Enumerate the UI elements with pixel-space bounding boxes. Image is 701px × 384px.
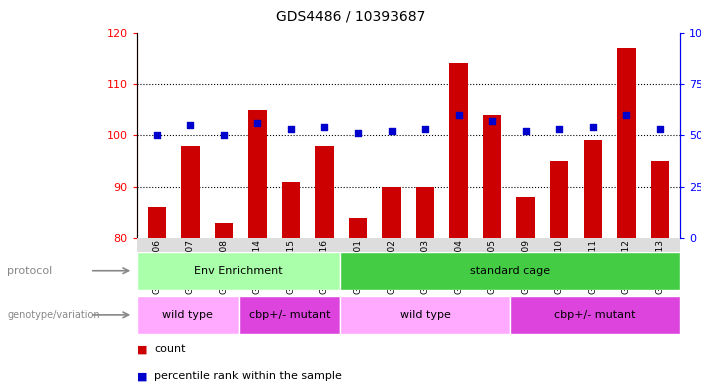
Text: GSM766013: GSM766013 (655, 239, 665, 294)
Point (218, 132, 229, 139)
Bar (583, 141, 602, 238)
Text: GSM766001: GSM766001 (353, 239, 362, 294)
Bar (483, 115, 501, 238)
Text: GSM766003: GSM766003 (421, 239, 430, 294)
Text: GSM766002: GSM766002 (387, 239, 396, 294)
Text: standard cage: standard cage (470, 266, 550, 276)
Point (319, 124, 330, 130)
Text: wild type: wild type (162, 310, 213, 320)
Text: GSM766007: GSM766007 (186, 239, 195, 294)
Bar (382, 187, 401, 238)
Point (620, 112, 632, 118)
Text: GSM766016: GSM766016 (320, 239, 329, 294)
Bar (651, 161, 669, 238)
Text: GSM766004: GSM766004 (454, 239, 463, 294)
Bar (238, 296, 341, 334)
Text: count: count (154, 344, 186, 354)
Text: ■: ■ (137, 371, 151, 381)
Point (285, 126, 297, 132)
Text: cbp+/- mutant: cbp+/- mutant (554, 310, 636, 320)
Bar (282, 182, 300, 238)
Bar (550, 161, 569, 238)
Point (419, 126, 430, 132)
Bar (416, 187, 435, 238)
Point (353, 130, 364, 136)
Text: GSM766015: GSM766015 (287, 239, 295, 294)
Bar (181, 146, 200, 238)
Text: ■: ■ (137, 344, 151, 354)
Bar (617, 48, 636, 238)
Point (587, 124, 599, 130)
Bar (137, 252, 341, 290)
Bar (349, 217, 367, 238)
Bar (248, 110, 266, 238)
Bar (341, 252, 680, 290)
Text: GSM766005: GSM766005 (488, 239, 497, 294)
Bar (341, 296, 510, 334)
Point (520, 128, 531, 134)
Text: genotype/variation: genotype/variation (7, 310, 100, 320)
Point (185, 122, 196, 128)
Text: protocol: protocol (7, 266, 53, 276)
Point (386, 128, 397, 134)
Point (453, 112, 464, 118)
Text: GSM766009: GSM766009 (522, 239, 530, 294)
Text: GDS4486 / 10393687: GDS4486 / 10393687 (275, 10, 426, 23)
Text: wild type: wild type (400, 310, 451, 320)
Bar (148, 207, 166, 238)
Text: GSM766014: GSM766014 (253, 239, 262, 294)
Text: GSM766010: GSM766010 (554, 239, 564, 294)
Point (252, 120, 263, 126)
Bar (315, 146, 334, 238)
Bar (449, 63, 468, 238)
Text: cbp+/- mutant: cbp+/- mutant (249, 310, 330, 320)
Text: GSM766012: GSM766012 (622, 239, 631, 294)
Text: GSM766008: GSM766008 (219, 239, 229, 294)
Point (151, 132, 163, 139)
Bar (510, 296, 680, 334)
Bar (215, 223, 233, 238)
Point (654, 126, 665, 132)
Text: GSM766006: GSM766006 (152, 239, 161, 294)
Bar (517, 197, 535, 238)
Text: Env Enrichment: Env Enrichment (194, 266, 283, 276)
Point (486, 118, 498, 124)
Bar (137, 296, 238, 334)
Text: percentile rank within the sample: percentile rank within the sample (154, 371, 342, 381)
Text: GSM766011: GSM766011 (588, 239, 597, 294)
Point (554, 126, 565, 132)
